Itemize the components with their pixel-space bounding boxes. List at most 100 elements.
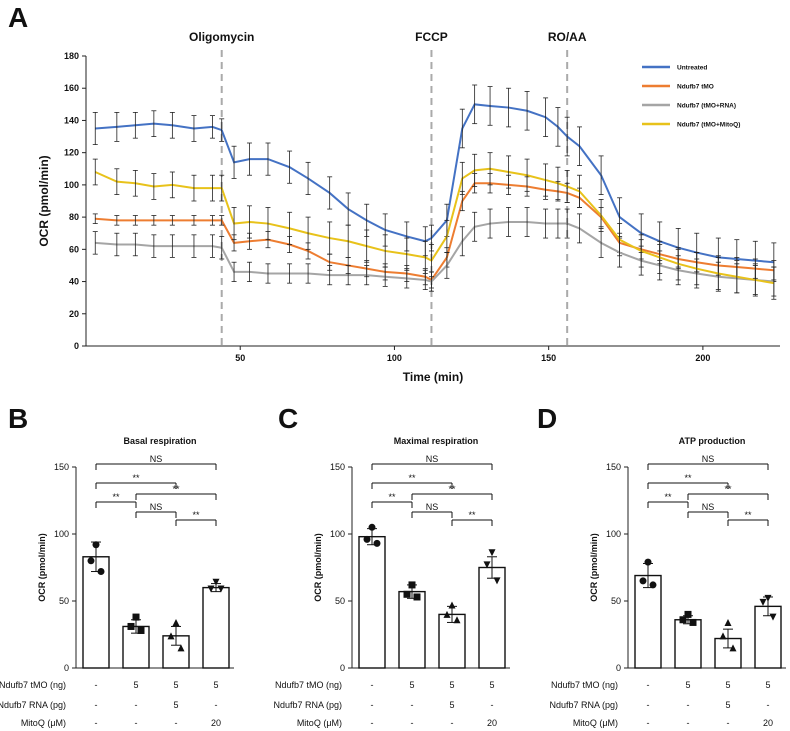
data-point [724,618,732,626]
condition-value: - [491,700,494,710]
injection-label: FCCP [415,30,448,44]
sig-label: ** [448,484,456,494]
data-point [639,577,647,585]
condition-value: 5 [409,680,414,690]
y-axis-title: OCR (pmol/min) [37,533,47,602]
data-point [644,558,652,566]
data-point [483,561,491,569]
sig-label: NS [702,454,715,464]
condition-value: - [767,700,770,710]
y-tick-label: 40 [69,277,79,287]
y-tick-label: 20 [69,309,79,319]
y-tick-label: 100 [330,529,345,539]
data-point [769,613,777,621]
data-point [453,616,461,624]
condition-value: 5 [449,700,454,710]
sig-label: ** [172,484,180,494]
x-tick-label: 150 [541,353,556,363]
condition-value: - [687,718,690,728]
sig-label: ** [468,510,476,520]
data-point [488,549,496,557]
sig-label: NS [150,502,163,512]
condition-value: - [95,700,98,710]
x-tick-label: 200 [695,353,710,363]
y-tick-label: 120 [64,148,79,158]
data-point [448,601,456,609]
atp-production-chart: ATP production 0 50 100 150 OCR (pmol/min) NS *… [549,436,786,728]
maximal-respiration-chart: Maximal respiration 0 50 100 150 OCR (pmol/mi… [273,436,510,728]
condition-label: Ndufb7 RNA (pg) [0,700,66,710]
chart-title: Maximal respiration [394,436,479,446]
condition-label: Ndufb7 tMO (ng) [0,680,66,690]
data-point [443,610,451,618]
y-tick-label: 0 [64,663,69,673]
injection-label: Oligomycin [189,30,254,44]
y-tick-label: 60 [69,244,79,254]
bar [398,590,426,669]
sig-label: NS [150,454,163,464]
series-line [94,167,775,285]
data-point [177,644,185,652]
condition-value: 20 [487,718,497,728]
condition-value: 5 [685,680,690,690]
data-point [368,523,376,531]
condition-value: - [727,718,730,728]
series-line [95,220,774,283]
injection-label: RO/AA [548,30,587,44]
sig-label: ** [112,492,120,502]
chart-title: ATP production [679,436,746,446]
condition-label: MitoQ (μM) [297,718,342,728]
sig-label: ** [744,510,752,520]
data-point [649,581,657,589]
condition-value: - [371,680,374,690]
y-tick-label: 150 [606,462,621,472]
condition-value: - [647,700,650,710]
condition-value: - [371,718,374,728]
sig-label: ** [132,473,140,483]
sig-label: ** [192,510,200,520]
condition-value: 5 [449,680,454,690]
panel-letter-c: C [278,403,298,434]
panel-letter-d: D [537,403,557,434]
y-tick-label: 0 [616,663,621,673]
legend-entry: Ndufb7 (tMO+RNA) [677,103,736,110]
basal-respiration-chart: Basal respiration 0 50 100 150 OCR (pmol/min)… [0,436,234,728]
data-point [127,622,135,630]
x-tick-label: 50 [235,353,245,363]
data-point [679,616,687,624]
sig-label: NS [426,454,439,464]
y-tick-label: 80 [69,212,79,222]
panel-letter-a: A [8,2,28,33]
data-point [207,585,215,593]
y-tick-label: 50 [611,596,621,606]
condition-value: 20 [211,718,221,728]
bar [358,535,386,669]
y-tick-label: 150 [54,462,69,472]
data-point [132,613,140,621]
condition-value: 5 [725,700,730,710]
data-point [408,581,416,589]
data-point [167,632,175,640]
condition-value: 5 [489,680,494,690]
condition-value: 5 [765,680,770,690]
y-tick-label: 160 [64,83,79,93]
condition-value: 5 [725,680,730,690]
condition-value: - [135,718,138,728]
sig-label: ** [388,492,396,502]
y-tick-label: 140 [64,115,79,125]
data-point [97,568,105,576]
y-tick-label: 180 [64,51,79,61]
condition-label: Ndufb7 tMO (ng) [275,680,342,690]
x-axis-title: Time (min) [403,370,463,384]
data-point [212,578,220,586]
legend-entry: Ndufb7 (tMO+MitoQ) [677,122,740,129]
bar [478,566,506,669]
condition-value: - [687,700,690,710]
condition-value: - [411,700,414,710]
condition-value: - [411,718,414,728]
bar [634,574,662,669]
data-point [719,632,727,640]
sig-label: ** [724,484,732,494]
y-tick-label: 100 [64,180,79,190]
